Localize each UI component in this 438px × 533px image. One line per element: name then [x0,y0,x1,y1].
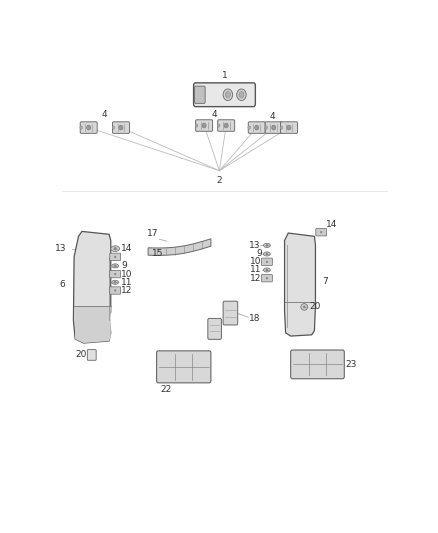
FancyBboxPatch shape [110,270,120,278]
FancyBboxPatch shape [196,120,212,131]
Ellipse shape [239,92,244,98]
Text: 13: 13 [55,244,67,253]
Ellipse shape [112,264,119,268]
FancyBboxPatch shape [113,122,130,133]
Polygon shape [75,306,111,343]
Circle shape [195,124,198,127]
Text: 14: 14 [121,244,133,253]
Circle shape [320,231,322,233]
Text: 14: 14 [326,220,338,229]
Circle shape [266,244,268,246]
Text: 15: 15 [152,249,163,259]
Text: 10: 10 [121,270,132,279]
Circle shape [119,125,123,130]
Circle shape [224,123,228,128]
FancyBboxPatch shape [218,120,235,131]
Text: 1: 1 [222,71,227,80]
Text: 10: 10 [250,257,262,266]
Ellipse shape [237,89,246,101]
Text: 6: 6 [60,280,66,289]
Polygon shape [148,239,211,255]
Circle shape [265,126,268,129]
Ellipse shape [112,280,119,284]
Text: 4: 4 [269,111,275,120]
Text: 9: 9 [256,249,262,259]
Circle shape [254,125,259,130]
Circle shape [80,126,83,129]
FancyBboxPatch shape [156,351,211,383]
Circle shape [304,306,305,308]
FancyBboxPatch shape [87,350,96,360]
Circle shape [266,261,268,263]
Ellipse shape [264,252,270,256]
FancyBboxPatch shape [223,301,238,325]
Text: 4: 4 [101,110,107,119]
Circle shape [202,123,206,128]
Text: 13: 13 [249,241,260,250]
Circle shape [266,277,268,279]
FancyBboxPatch shape [261,274,272,282]
Circle shape [266,253,268,255]
Circle shape [114,256,116,258]
Text: 20: 20 [309,302,321,311]
Text: 23: 23 [345,360,357,369]
Ellipse shape [301,304,307,310]
Text: 17: 17 [147,229,158,238]
Circle shape [280,126,283,129]
Ellipse shape [225,92,230,98]
Circle shape [114,281,116,284]
FancyBboxPatch shape [261,258,272,265]
Text: 11: 11 [121,278,132,287]
FancyBboxPatch shape [110,287,120,294]
Circle shape [266,269,268,271]
FancyBboxPatch shape [280,122,297,133]
FancyBboxPatch shape [265,122,282,133]
FancyBboxPatch shape [248,122,265,133]
Polygon shape [74,231,111,343]
FancyBboxPatch shape [80,122,97,133]
Circle shape [114,289,116,292]
Text: 2: 2 [216,175,222,184]
Circle shape [287,125,291,130]
FancyBboxPatch shape [194,83,255,107]
FancyBboxPatch shape [208,318,222,340]
Text: 22: 22 [160,385,171,394]
Circle shape [87,125,91,130]
FancyBboxPatch shape [316,229,327,236]
Circle shape [114,265,116,267]
Text: 18: 18 [249,314,261,322]
Ellipse shape [264,243,270,247]
Text: 9: 9 [121,261,127,270]
FancyBboxPatch shape [291,350,344,379]
Circle shape [114,273,116,276]
Circle shape [248,126,251,129]
FancyBboxPatch shape [194,86,205,103]
Ellipse shape [264,268,270,272]
Text: 12: 12 [251,273,262,282]
Polygon shape [285,233,315,336]
Text: 11: 11 [250,265,262,274]
Ellipse shape [111,246,120,252]
Text: 12: 12 [121,286,132,295]
Ellipse shape [223,89,233,101]
Circle shape [114,247,116,250]
Circle shape [112,126,115,129]
Text: 4: 4 [212,110,217,119]
FancyBboxPatch shape [110,253,120,261]
Circle shape [272,125,276,130]
Circle shape [217,124,220,127]
Text: 20: 20 [75,350,86,359]
Text: 7: 7 [322,277,328,286]
